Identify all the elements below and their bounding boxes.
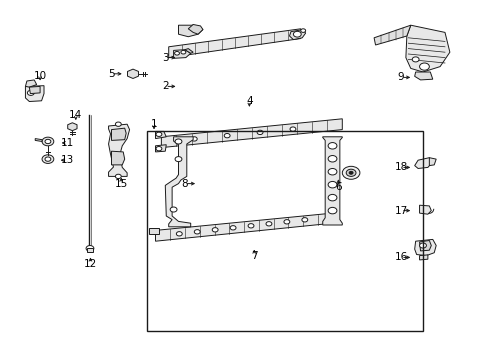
Text: 7: 7	[250, 251, 257, 261]
Text: 1: 1	[150, 119, 157, 129]
Circle shape	[419, 243, 426, 248]
Circle shape	[411, 57, 418, 62]
Circle shape	[176, 231, 182, 236]
Circle shape	[289, 127, 295, 131]
Circle shape	[42, 155, 54, 163]
Circle shape	[327, 156, 336, 162]
Circle shape	[348, 171, 352, 174]
Polygon shape	[161, 119, 342, 148]
Polygon shape	[373, 25, 410, 45]
Polygon shape	[419, 240, 430, 251]
Circle shape	[174, 51, 179, 55]
Polygon shape	[173, 50, 190, 58]
Polygon shape	[414, 239, 435, 256]
Text: 12: 12	[83, 258, 97, 269]
Circle shape	[212, 228, 218, 232]
Polygon shape	[428, 158, 435, 166]
Circle shape	[45, 157, 51, 161]
Circle shape	[300, 29, 305, 32]
Polygon shape	[178, 25, 203, 37]
Polygon shape	[419, 205, 430, 214]
Polygon shape	[405, 25, 449, 72]
Polygon shape	[149, 228, 159, 234]
Circle shape	[181, 50, 185, 54]
Circle shape	[327, 194, 336, 201]
Text: 11: 11	[61, 138, 74, 148]
Polygon shape	[184, 49, 193, 53]
Text: 2: 2	[162, 81, 168, 91]
Circle shape	[293, 31, 301, 37]
Circle shape	[327, 168, 336, 175]
Polygon shape	[67, 123, 77, 131]
Polygon shape	[87, 248, 93, 252]
Circle shape	[115, 174, 121, 179]
Polygon shape	[168, 29, 300, 58]
Polygon shape	[25, 86, 44, 102]
Polygon shape	[155, 131, 166, 139]
Circle shape	[115, 122, 121, 126]
Circle shape	[224, 134, 230, 138]
Polygon shape	[111, 151, 124, 165]
Polygon shape	[289, 30, 305, 40]
Text: 16: 16	[393, 252, 407, 262]
Text: 15: 15	[114, 179, 128, 189]
Circle shape	[45, 139, 51, 144]
Polygon shape	[29, 86, 40, 94]
Text: 18: 18	[393, 162, 407, 172]
Text: 14: 14	[69, 110, 82, 120]
Circle shape	[342, 166, 359, 179]
Circle shape	[156, 132, 162, 136]
Circle shape	[327, 181, 336, 188]
Text: 17: 17	[393, 206, 407, 216]
Circle shape	[265, 222, 271, 226]
Text: 9: 9	[397, 72, 404, 82]
Circle shape	[42, 137, 54, 146]
Circle shape	[301, 218, 307, 222]
Circle shape	[175, 139, 182, 144]
Bar	[146, 131, 422, 331]
Circle shape	[27, 90, 34, 95]
Polygon shape	[35, 139, 42, 141]
Circle shape	[170, 207, 177, 212]
Polygon shape	[414, 72, 432, 80]
Polygon shape	[414, 158, 432, 168]
Circle shape	[327, 143, 336, 149]
Text: 5: 5	[108, 69, 115, 79]
Polygon shape	[155, 145, 166, 152]
Circle shape	[284, 220, 289, 224]
Polygon shape	[419, 255, 427, 260]
Polygon shape	[188, 24, 203, 34]
Polygon shape	[165, 137, 193, 227]
Text: 13: 13	[61, 155, 74, 165]
Circle shape	[175, 157, 182, 162]
Text: 4: 4	[245, 96, 252, 106]
Text: 8: 8	[181, 179, 188, 189]
Circle shape	[247, 224, 253, 228]
Circle shape	[230, 226, 236, 230]
Circle shape	[327, 207, 336, 214]
Circle shape	[86, 246, 94, 251]
Polygon shape	[25, 80, 37, 87]
Polygon shape	[111, 128, 126, 140]
Text: 10: 10	[34, 71, 46, 81]
Circle shape	[194, 230, 200, 234]
Circle shape	[257, 130, 263, 135]
Text: 3: 3	[162, 53, 168, 63]
Circle shape	[346, 169, 355, 176]
Polygon shape	[155, 213, 332, 241]
Circle shape	[419, 63, 428, 70]
Polygon shape	[322, 137, 342, 225]
Polygon shape	[127, 69, 138, 78]
Circle shape	[156, 147, 162, 151]
Polygon shape	[108, 124, 129, 176]
Circle shape	[191, 137, 197, 141]
Text: 6: 6	[334, 182, 341, 192]
